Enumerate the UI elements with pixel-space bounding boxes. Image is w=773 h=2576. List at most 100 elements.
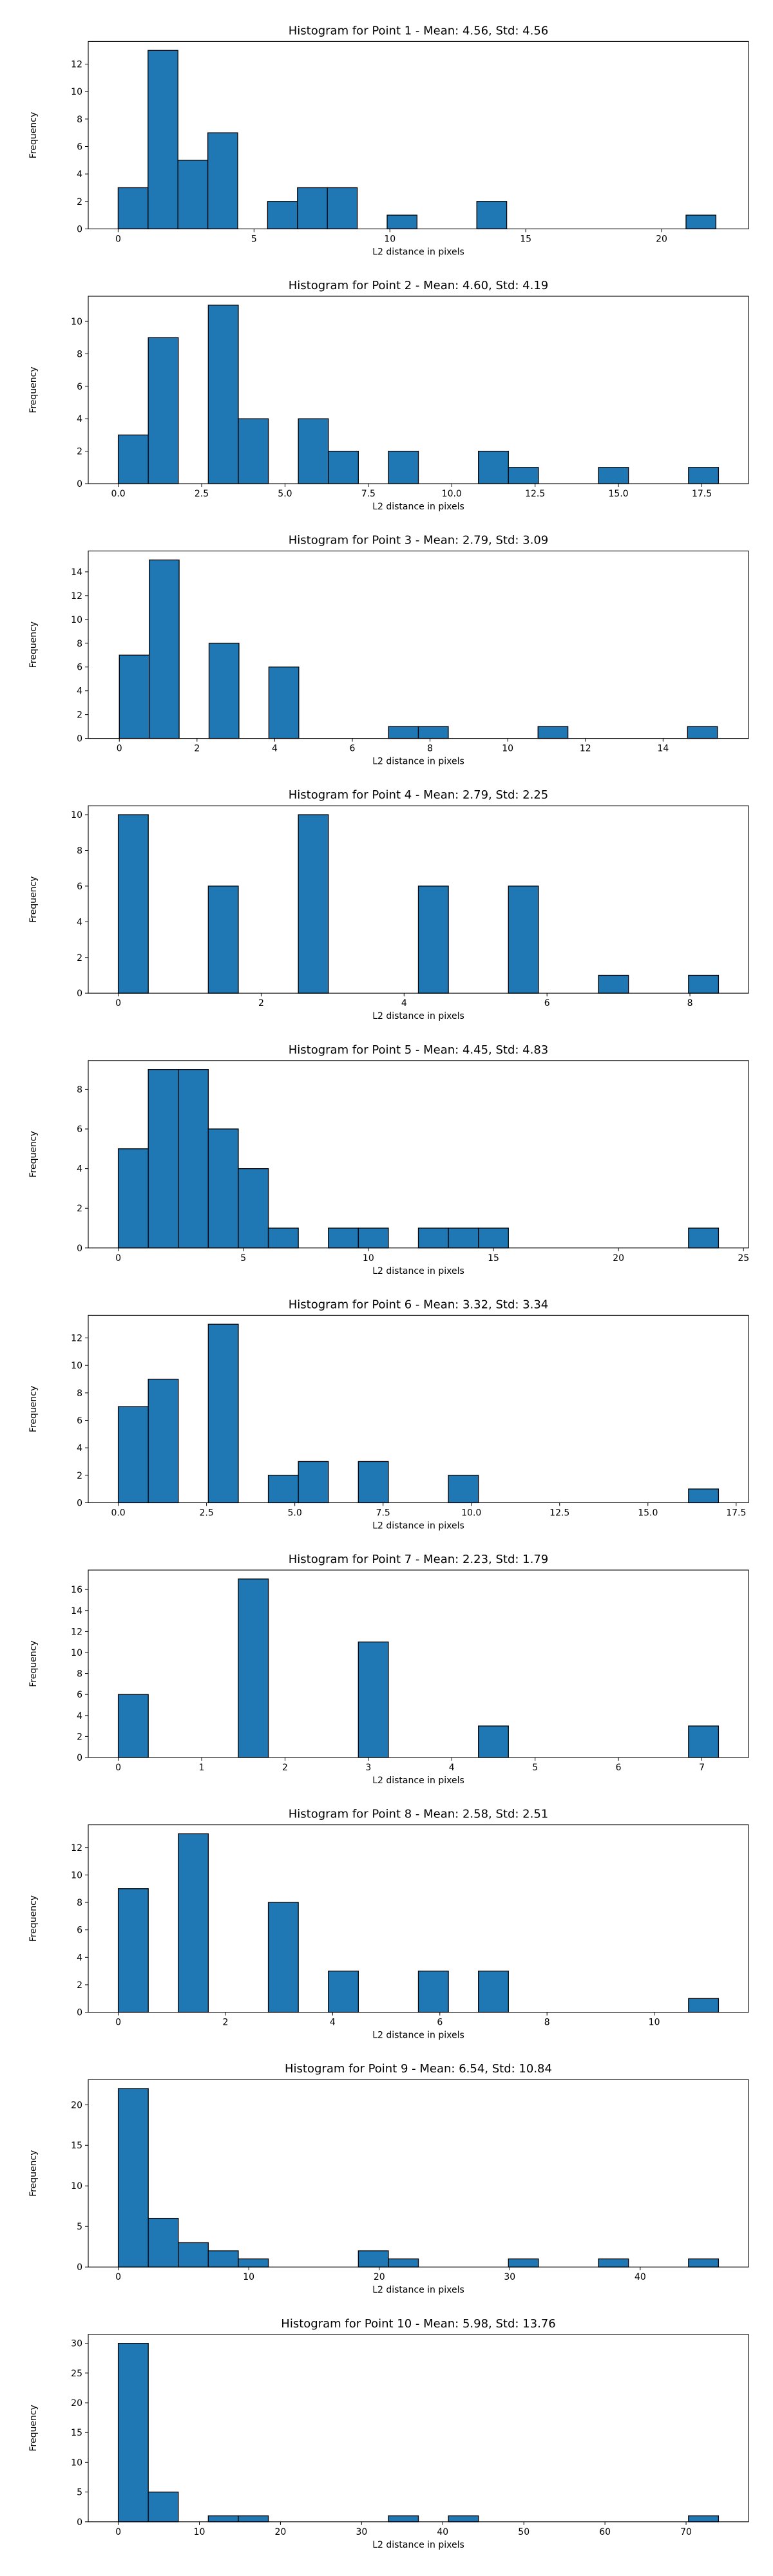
- histogram-bar: [388, 2258, 419, 2268]
- y-tick-label: 2: [77, 1204, 82, 1214]
- x-tick-label: 0: [115, 1763, 121, 1773]
- y-axis-label: Frequency: [28, 876, 39, 923]
- y-tick-label: 6: [77, 663, 82, 673]
- axes-frame: [88, 41, 749, 229]
- histogram-panel-7: Histogram for Point 7 - Mean: 2.23, Std:…: [28, 1553, 749, 1786]
- histogram-bar: [238, 1168, 269, 1249]
- y-tick-label: 14: [71, 567, 82, 578]
- y-tick-label: 4: [77, 1443, 82, 1454]
- histogram-bar: [687, 726, 718, 739]
- x-tick-label: 2: [223, 2018, 229, 2028]
- x-tick-label: 15.0: [609, 489, 629, 499]
- x-tick-label: 2.5: [195, 489, 209, 499]
- histogram-bar: [117, 2343, 149, 2523]
- y-tick-label: 6: [77, 1416, 82, 1426]
- axes-frame: [88, 805, 749, 994]
- y-tick-label: 25: [71, 2369, 82, 2379]
- x-tick-label: 50: [518, 2527, 530, 2537]
- histogram-bar: [388, 2515, 419, 2523]
- histogram-bar: [267, 1227, 299, 1249]
- y-tick-label: 0: [77, 1753, 82, 1763]
- x-tick-label: 4: [401, 998, 407, 1009]
- x-tick-label: 17.5: [692, 489, 712, 499]
- y-tick-label: 4: [77, 917, 82, 927]
- y-tick-label: 12: [71, 60, 82, 70]
- y-tick-label: 6: [77, 1124, 82, 1135]
- y-tick-label: 2: [77, 953, 82, 963]
- histogram-bar: [448, 1227, 479, 1249]
- y-tick-label: 2: [77, 447, 82, 457]
- histogram-bar: [386, 214, 418, 230]
- histogram-bar: [508, 2258, 539, 2268]
- histogram-bar: [178, 2242, 209, 2268]
- x-tick-label: 3: [365, 1763, 371, 1773]
- x-tick-label: 30: [504, 2272, 515, 2282]
- x-tick-label: 20: [613, 1253, 624, 1264]
- histogram-bar: [388, 450, 419, 484]
- histogram-bar: [178, 1069, 209, 1249]
- x-tick-label: 10: [649, 2018, 660, 2028]
- y-tick-label: 6: [77, 382, 82, 392]
- x-axis-label: L2 distance in pixels: [372, 502, 464, 512]
- histogram-bar: [148, 50, 178, 230]
- histogram-bar: [207, 305, 239, 484]
- histogram-bar: [117, 1148, 149, 1249]
- y-tick-label: 15: [71, 2141, 82, 2151]
- x-tick-label: 10: [363, 1253, 374, 1264]
- histogram-bar: [688, 1227, 720, 1249]
- y-tick-label: 8: [77, 1388, 82, 1399]
- x-tick-label: 20: [374, 2272, 385, 2282]
- histogram-bar: [207, 1128, 239, 1249]
- x-tick-label: 0: [117, 744, 122, 754]
- histogram-bar: [688, 1725, 720, 1758]
- histogram-bar: [478, 1227, 509, 1249]
- histogram-bar: [238, 2258, 269, 2268]
- axes-frame: [88, 551, 749, 739]
- x-tick-label: 6: [437, 2018, 443, 2028]
- histogram-bar: [327, 187, 358, 230]
- y-axis-label: Frequency: [28, 2405, 39, 2451]
- x-tick-label: 17.5: [726, 1508, 746, 1518]
- x-axis-label: L2 distance in pixels: [372, 757, 464, 767]
- histogram-bar: [207, 1323, 239, 1504]
- x-tick-label: 0: [115, 1253, 121, 1264]
- histogram-bar: [508, 467, 539, 484]
- x-axis-label: L2 distance in pixels: [372, 1520, 464, 1531]
- x-tick-label: 7.5: [361, 489, 376, 499]
- chart-title: Histogram for Point 10 - Mean: 5.98, Std…: [281, 2317, 555, 2331]
- histogram-bar: [117, 814, 149, 994]
- histogram-bar: [508, 886, 539, 994]
- x-axis-label: L2 distance in pixels: [372, 1776, 464, 1786]
- histogram-bar: [117, 187, 149, 230]
- y-tick-label: 8: [77, 639, 82, 649]
- x-tick-label: 5.0: [288, 1508, 302, 1518]
- histogram-bar: [117, 2088, 149, 2268]
- histogram-bar: [688, 974, 720, 994]
- x-tick-label: 1: [199, 1763, 205, 1773]
- y-tick-label: 0: [77, 1498, 82, 1508]
- y-tick-label: 4: [77, 169, 82, 180]
- histogram-bar: [208, 643, 240, 739]
- histogram-bar: [267, 1902, 299, 2013]
- y-axis-label: Frequency: [28, 1895, 39, 1942]
- y-tick-label: 12: [71, 1334, 82, 1344]
- histogram-bar: [117, 1888, 149, 2013]
- x-tick-label: 25: [738, 1253, 749, 1264]
- chart-title: Histogram for Point 6 - Mean: 3.32, Std:…: [289, 1298, 549, 1311]
- y-tick-label: 10: [71, 1361, 82, 1371]
- histogram-bar: [598, 467, 629, 484]
- axes-frame: [88, 2334, 749, 2523]
- y-tick-label: 0: [77, 224, 82, 234]
- x-tick-label: 7.5: [376, 1508, 390, 1518]
- y-tick-label: 10: [71, 87, 82, 97]
- histogram-bar: [298, 814, 329, 994]
- histogram-bar: [148, 2217, 179, 2268]
- chart-title: Histogram for Point 2 - Mean: 4.60, Std:…: [289, 279, 549, 292]
- histogram-bar: [476, 201, 508, 230]
- x-tick-label: 14: [657, 744, 669, 754]
- y-tick-label: 8: [77, 1084, 82, 1095]
- x-tick-label: 10.0: [442, 489, 462, 499]
- y-tick-label: 12: [71, 591, 82, 601]
- histogram-bar: [177, 160, 209, 230]
- x-tick-label: 7: [699, 1763, 705, 1773]
